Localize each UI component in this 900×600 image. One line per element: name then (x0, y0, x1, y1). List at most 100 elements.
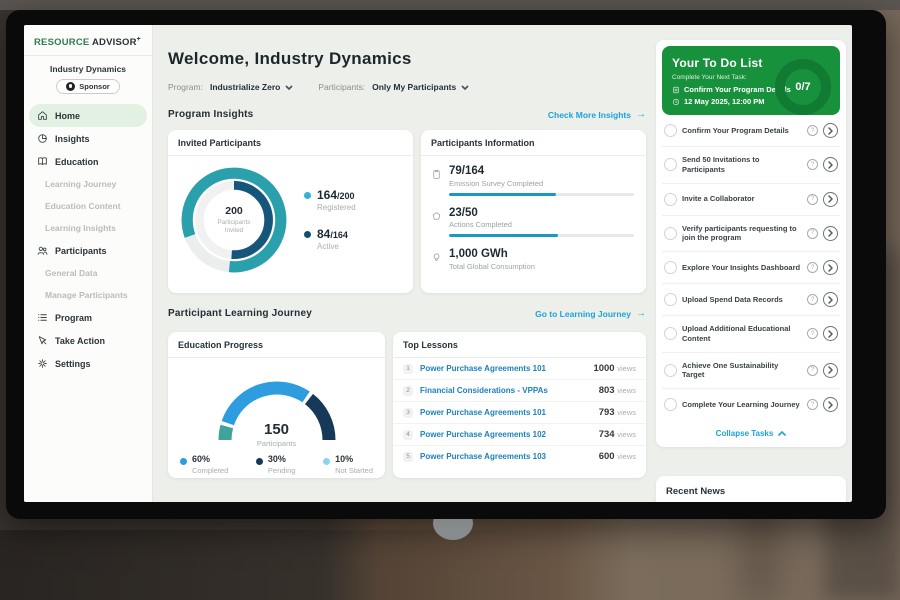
legend-item-completed: 60% Completed (180, 455, 228, 475)
sidebar-item-learning-insights[interactable]: Learning Insights (45, 223, 116, 234)
info-icon[interactable] (807, 125, 818, 136)
task-checkbox[interactable] (664, 261, 677, 274)
info-icon[interactable] (807, 364, 818, 376)
todo-task-row[interactable]: Achieve One Sustainability Target (662, 353, 840, 389)
sidebar-item-home[interactable]: Home (29, 104, 147, 128)
education-progress-gauge: 150 Participants (202, 368, 352, 448)
chevron-right-icon[interactable] (823, 123, 838, 138)
sponsor-badge: Sponsor (56, 79, 120, 95)
chevron-right-icon[interactable] (823, 397, 838, 412)
info-icon[interactable] (807, 227, 818, 239)
sidebar-item-learning-journey[interactable]: Learning Journey (45, 179, 117, 190)
sidebar-item-take-action[interactable]: Take Action (29, 329, 147, 352)
chevron-down-icon (285, 84, 293, 90)
todo-progress-value: 0/7 (795, 81, 811, 93)
todo-task-row[interactable]: Send 50 Invitations to Participants (662, 147, 840, 184)
chevron-right-icon[interactable] (823, 191, 838, 207)
gauge-legend: 60% Completed 30% Pending 10% Not Starte… (168, 446, 385, 475)
chevron-right-icon[interactable] (823, 326, 838, 342)
info-icon[interactable] (807, 294, 818, 305)
lesson-link[interactable]: Financial Considerations - VPPAs (420, 386, 548, 395)
book-icon (38, 157, 47, 166)
participants-select[interactable]: Only My Participants (372, 82, 469, 92)
info-icon[interactable] (807, 399, 818, 410)
info-row-actions: 23/50 Actions Completed (431, 207, 634, 238)
task-checkbox[interactable] (664, 192, 677, 206)
lesson-link[interactable]: Power Purchase Agreements 101 (420, 408, 546, 417)
task-checkbox[interactable] (664, 226, 677, 240)
lesson-rank: 2 (403, 385, 413, 396)
chevron-right-icon[interactable] (823, 292, 838, 307)
info-icon[interactable] (807, 193, 818, 205)
task-checkbox[interactable] (664, 327, 677, 341)
participants-icon (37, 246, 48, 255)
lesson-link[interactable]: Power Purchase Agreements 102 (420, 430, 546, 439)
todo-next-task: Confirm Your Program Details (672, 85, 830, 94)
chevron-up-icon (778, 431, 787, 436)
participants-filter-label: Participants: (318, 82, 366, 92)
legend-item-active: 84/164 Active (304, 228, 356, 251)
info-row-emission-survey: 79/164 Emission Survey Completed (431, 165, 634, 196)
legend-item-registered: 164/200 Registered (304, 189, 356, 212)
lesson-row: 4 Power Purchase Agreements 102 734 view… (393, 424, 646, 446)
lesson-link[interactable]: Power Purchase Agreements 101 (420, 364, 546, 373)
lesson-rank: 4 (403, 429, 413, 440)
legend-item-pending: 30% Pending (255, 455, 295, 475)
sidebar-item-education-content[interactable]: Education Content (45, 201, 121, 212)
lesson-rank: 5 (403, 451, 413, 462)
sidebar-item-settings[interactable]: Settings (29, 352, 147, 375)
task-checkbox[interactable] (664, 293, 677, 306)
todo-task-row[interactable]: Upload Additional Educational Content (662, 316, 840, 353)
todo-panel: Your To Do List Complete Your Next Task:… (656, 40, 846, 447)
info-icon[interactable] (807, 328, 818, 340)
sidebar-item-manage-participants[interactable]: Manage Participants (45, 290, 128, 301)
program-filter-label: Program: (168, 82, 203, 92)
go-to-learning-journey-link[interactable]: Go to Learning Journey (535, 308, 646, 319)
sidebar-item-program[interactable]: Program (29, 306, 147, 329)
home-icon (38, 111, 47, 120)
lesson-row: 3 Power Purchase Agreements 101 793 view… (393, 402, 646, 424)
collapse-tasks-link[interactable]: Collapse Tasks (662, 420, 840, 445)
chevron-right-icon[interactable] (823, 157, 838, 173)
todo-task-row[interactable]: Invite a Collaborator (662, 184, 840, 216)
sidebar-item-general-data[interactable]: General Data (45, 268, 98, 279)
check-more-insights-link[interactable]: Check More Insights (548, 109, 646, 120)
task-checkbox[interactable] (664, 124, 677, 137)
todo-task-row[interactable]: Complete Your Learning Journey (662, 389, 840, 420)
chevron-right-icon[interactable] (823, 362, 838, 378)
document-icon (673, 86, 679, 93)
card-title: Invited Participants (168, 130, 413, 156)
task-checkbox[interactable] (664, 158, 677, 172)
task-checkbox[interactable] (664, 398, 677, 411)
task-checkbox[interactable] (664, 363, 677, 377)
sponsor-label: Sponsor (79, 82, 110, 92)
gauge-center-label: 150 Participants (256, 421, 297, 448)
chevron-right-icon[interactable] (823, 260, 838, 275)
todo-task-row[interactable]: Explore Your Insights Dashboard (662, 252, 840, 284)
info-icon[interactable] (807, 159, 818, 171)
lesson-rank: 1 (403, 363, 413, 374)
sidebar-item-participants[interactable]: Participants (29, 239, 147, 262)
filter-bar: Program: Industrialize Zero Participants… (168, 82, 487, 92)
program-select[interactable]: Industrialize Zero (210, 82, 293, 92)
action-badge-icon (432, 211, 441, 220)
chevron-right-icon[interactable] (823, 225, 838, 241)
sidebar-item-insights[interactable]: Insights (29, 127, 147, 150)
page-title: Welcome, Industry Dynamics (168, 49, 412, 68)
lightbulb-icon (433, 253, 440, 261)
sidebar: RESOURCE ADVISOR+ Industry Dynamics Spon… (24, 25, 153, 502)
legend-dot (323, 458, 331, 465)
info-icon[interactable] (807, 262, 818, 273)
app-window: RESOURCE ADVISOR+ Industry Dynamics Spon… (24, 25, 852, 502)
lesson-row: 1 Power Purchase Agreements 101 1000 vie… (393, 358, 646, 380)
lesson-link[interactable]: Power Purchase Agreements 103 (420, 452, 546, 461)
todo-task-row[interactable]: Verify participants requesting to join t… (662, 216, 840, 252)
card-title: Top Lessons (393, 332, 646, 358)
logo-text-primary: RESOURCE (34, 37, 90, 49)
learning-journey-section-header: Participant Learning Journey Go to Learn… (168, 308, 646, 319)
top-lessons-card: Top Lessons 1 Power Purchase Agreements … (393, 332, 646, 478)
todo-task-row[interactable]: Upload Spend Data Records (662, 284, 840, 316)
clock-icon (672, 98, 680, 105)
todo-task-row[interactable]: Confirm Your Program Details (662, 115, 840, 147)
sidebar-item-education[interactable]: Education (29, 150, 147, 173)
